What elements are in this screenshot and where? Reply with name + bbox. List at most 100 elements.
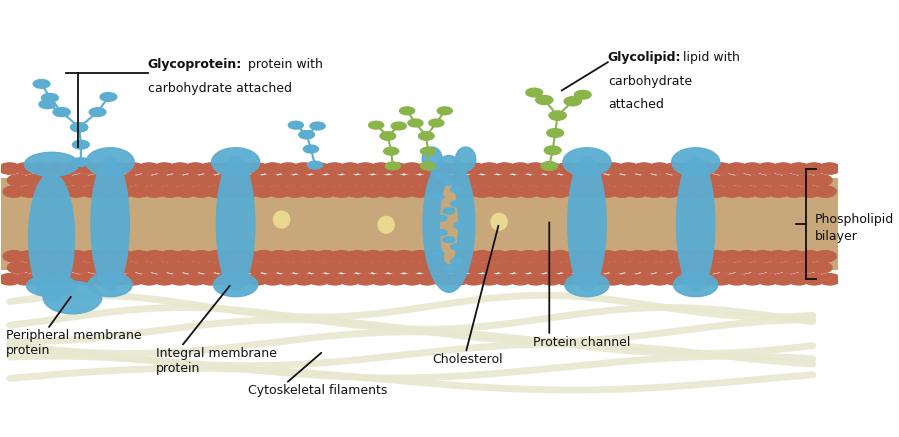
Circle shape — [369, 121, 384, 129]
Circle shape — [23, 175, 45, 186]
Circle shape — [385, 262, 407, 273]
Text: Peripheral membrane
protein: Peripheral membrane protein — [5, 329, 141, 357]
Ellipse shape — [423, 156, 475, 292]
Circle shape — [503, 251, 524, 262]
Circle shape — [128, 186, 149, 197]
Circle shape — [391, 122, 406, 130]
Circle shape — [628, 186, 649, 197]
Text: Integral membrane
protein: Integral membrane protein — [156, 347, 277, 375]
Circle shape — [416, 175, 439, 186]
Text: Glycolipid:: Glycolipid: — [608, 51, 681, 64]
Circle shape — [191, 186, 212, 197]
Circle shape — [370, 163, 392, 174]
Circle shape — [34, 186, 56, 197]
Circle shape — [424, 186, 446, 197]
Circle shape — [421, 162, 435, 170]
Circle shape — [354, 163, 377, 174]
Ellipse shape — [86, 148, 134, 177]
Circle shape — [244, 262, 265, 273]
Ellipse shape — [441, 184, 458, 264]
Text: protein with: protein with — [244, 58, 323, 71]
Circle shape — [429, 119, 444, 127]
Circle shape — [275, 175, 297, 186]
Circle shape — [92, 163, 113, 174]
Circle shape — [322, 175, 344, 186]
Circle shape — [138, 274, 160, 285]
Circle shape — [246, 274, 268, 285]
Circle shape — [448, 163, 469, 174]
Circle shape — [454, 222, 466, 229]
Circle shape — [526, 88, 543, 97]
Circle shape — [73, 140, 89, 149]
Circle shape — [486, 251, 509, 262]
Circle shape — [772, 163, 794, 174]
Circle shape — [262, 274, 283, 285]
Circle shape — [643, 251, 664, 262]
Circle shape — [648, 163, 671, 174]
Circle shape — [664, 274, 686, 285]
Circle shape — [212, 262, 234, 273]
Circle shape — [633, 274, 654, 285]
Circle shape — [331, 186, 352, 197]
Circle shape — [408, 119, 423, 127]
Circle shape — [571, 163, 593, 174]
Circle shape — [66, 186, 87, 197]
Circle shape — [799, 251, 821, 262]
Bar — [2, 178, 838, 270]
Ellipse shape — [423, 147, 442, 171]
Circle shape — [3, 186, 25, 197]
Circle shape — [448, 274, 469, 285]
Circle shape — [716, 175, 737, 186]
Circle shape — [353, 175, 376, 186]
Circle shape — [432, 163, 454, 174]
Circle shape — [705, 186, 727, 197]
Circle shape — [386, 163, 407, 174]
Ellipse shape — [88, 273, 132, 297]
Circle shape — [471, 186, 493, 197]
Circle shape — [293, 274, 315, 285]
Circle shape — [380, 132, 396, 140]
Circle shape — [133, 175, 155, 186]
Circle shape — [494, 274, 515, 285]
Circle shape — [384, 147, 399, 155]
Text: carbohydrate: carbohydrate — [608, 75, 692, 88]
Circle shape — [443, 237, 455, 243]
Circle shape — [284, 251, 306, 262]
Circle shape — [512, 262, 533, 273]
Circle shape — [540, 163, 562, 174]
Circle shape — [725, 274, 748, 285]
Circle shape — [380, 132, 396, 140]
Circle shape — [45, 163, 67, 174]
Circle shape — [237, 186, 259, 197]
Circle shape — [443, 208, 455, 214]
Circle shape — [307, 161, 323, 169]
Circle shape — [122, 163, 145, 174]
Circle shape — [558, 262, 580, 273]
Circle shape — [393, 251, 415, 262]
Circle shape — [324, 274, 345, 285]
Circle shape — [196, 262, 218, 273]
Circle shape — [378, 186, 399, 197]
Circle shape — [419, 132, 434, 140]
Circle shape — [149, 262, 171, 273]
Circle shape — [525, 274, 547, 285]
Circle shape — [284, 186, 306, 197]
Ellipse shape — [491, 214, 507, 230]
Circle shape — [783, 186, 805, 197]
Circle shape — [534, 251, 556, 262]
Ellipse shape — [273, 212, 289, 228]
Circle shape — [23, 262, 45, 273]
Circle shape — [772, 274, 794, 285]
Circle shape — [621, 175, 643, 186]
Circle shape — [322, 262, 344, 273]
Circle shape — [541, 162, 557, 170]
Circle shape — [259, 262, 280, 273]
Circle shape — [118, 262, 139, 273]
Circle shape — [102, 262, 123, 273]
Circle shape — [510, 163, 531, 174]
Circle shape — [81, 251, 102, 262]
Circle shape — [409, 251, 431, 262]
Circle shape — [191, 251, 212, 262]
Circle shape — [231, 163, 253, 174]
Circle shape — [543, 262, 565, 273]
